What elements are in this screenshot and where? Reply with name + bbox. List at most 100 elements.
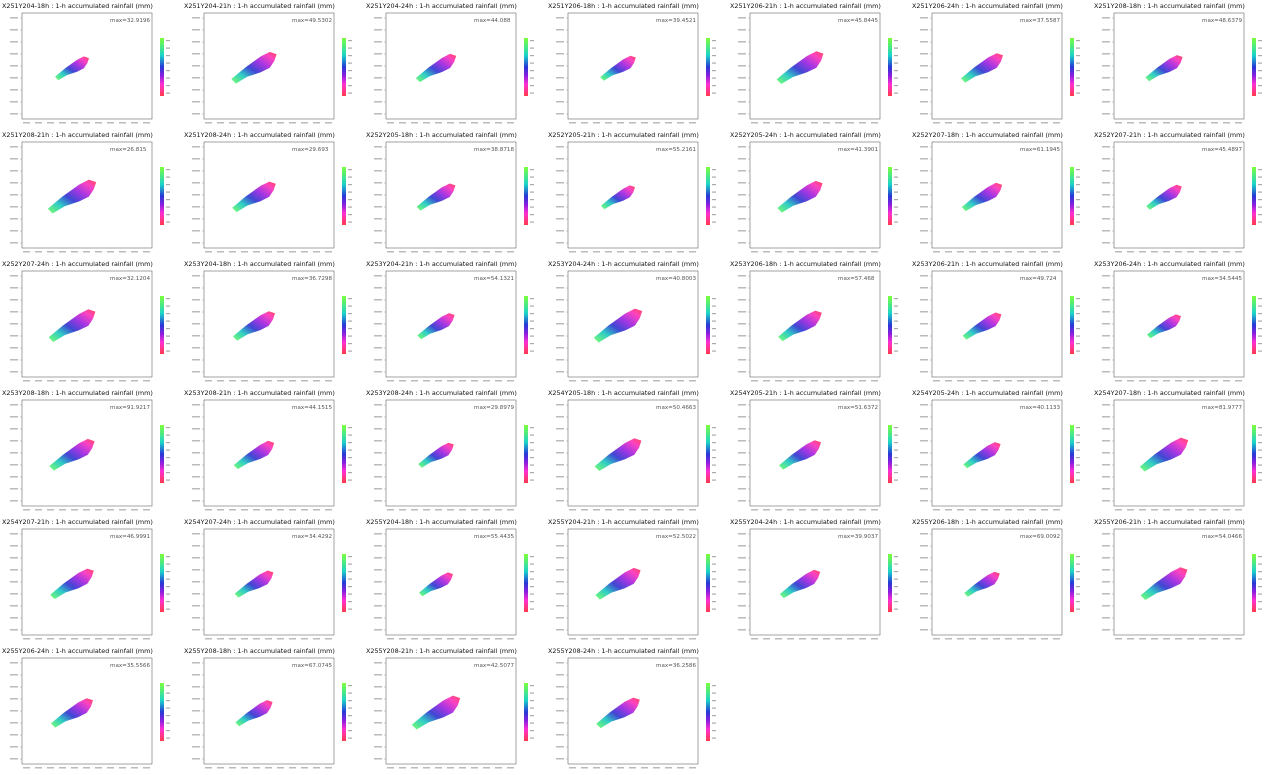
colorbar-label [166,571,170,573]
axis-tick-text [423,509,430,511]
colorbar-label [348,320,352,322]
axis-tick-text [556,65,564,67]
axis-tick-text [556,428,564,430]
colorbar-label [1258,350,1262,352]
axis-tick-text [301,509,308,511]
colorbar-label [166,214,170,216]
colorbar-label [530,593,534,595]
axis-tick-text [920,218,928,220]
colorbar-label [712,563,716,565]
map-panel: X251Y206-24h : 1-h accumulated rainfall … [910,0,1092,129]
axis-tick-text [374,629,382,631]
axis-tick-text [957,251,964,253]
map-panel: X252Y207-21h : 1-h accumulated rainfall … [1092,129,1274,258]
axis-tick-text [1017,380,1024,382]
axis-tick-text [1115,638,1122,640]
axis-tick-text [738,206,746,208]
axis-tick-text [192,323,200,325]
map-frame [1113,141,1245,249]
axis-tick-text [374,440,382,442]
colorbar-label [530,571,534,573]
colorbar-label [1076,427,1080,429]
axis-tick-text [192,533,200,535]
colorbar-label [1258,457,1262,459]
axis-tick-text [1223,251,1230,253]
axis-tick-text [1175,251,1182,253]
axis-tick-text [253,380,260,382]
axis-tick-text [629,380,636,382]
axis-tick-text [556,311,564,313]
axis-tick-text [1115,380,1122,382]
map-frame [567,12,699,120]
colorbar-label [348,427,352,429]
axis-tick-text [556,629,564,631]
colorbar-label [712,457,716,459]
axis-tick-text [556,371,564,373]
colorbar-label [1076,556,1080,558]
rainfall-area [778,310,822,342]
max-label: max=46.9991 [110,534,150,540]
colorbar-label [166,556,170,558]
panel-figure: X252Y205-24h : 1-h accumulated rainfall … [730,131,898,253]
axis-tick-text [35,251,42,253]
axis-tick-text [192,557,200,559]
map-panel: X252Y205-18h : 1-h accumulated rainfall … [364,129,546,258]
axis-tick-text [665,251,672,253]
max-label: max=32.9196 [110,18,150,24]
axis-tick-text [920,557,928,559]
colorbar-label [1076,85,1080,87]
colorbar [1252,554,1256,612]
axis-tick-text [556,662,564,664]
axis-tick-text [192,89,200,91]
axis-tick-text [435,380,442,382]
colorbar [1252,38,1256,96]
axis-tick-text [945,122,952,124]
map-panel: X254Y205-21h : 1-h accumulated rainfall … [728,387,910,516]
axis-tick-text [556,416,564,418]
colorbar-label [894,442,898,444]
axis-tick-text [10,335,18,337]
axis-tick-text [229,122,236,124]
axis-tick-text [920,230,928,232]
axis-tick-text [374,101,382,103]
axis-tick-text [374,605,382,607]
axis-tick-text [447,638,454,640]
rainfall-area [55,56,89,81]
axis-tick-text [83,509,90,511]
axis-tick-text [10,182,18,184]
axis-tick-text [556,617,564,619]
axis-tick-text [374,545,382,547]
axis-tick-text [192,440,200,442]
axis-tick-text [192,686,200,688]
panel-figure: X255Y208-18h : 1-h accumulated rainfall … [184,647,352,769]
axis-tick-text [374,569,382,571]
colorbar-label [530,464,534,466]
axis-tick-text [738,275,746,277]
colorbar-label [1258,449,1262,451]
map-frame [931,528,1063,636]
colorbar-label [530,191,534,193]
axis-tick-text [374,758,382,760]
colorbar-label [894,571,898,573]
colorbar-label [712,608,716,610]
map-panel: X254Y207-18h : 1-h accumulated rainfall … [1092,387,1274,516]
colorbar-label [894,601,898,603]
colorbar-label [348,722,352,724]
axis-tick-text [556,710,564,712]
axis-tick-text [47,380,54,382]
axis-tick-text [10,758,18,760]
axis-tick-text [823,638,830,640]
axis-tick-text [411,638,418,640]
axis-tick-text [143,638,150,640]
axis-tick-text [119,122,126,124]
map-panel: X255Y206-24h : 1-h accumulated rainfall … [0,645,182,774]
axis-tick-text [847,251,854,253]
axis-tick-text [751,638,758,640]
axis-tick-text [265,380,272,382]
colorbar-label [712,328,716,330]
panel-title: X252Y207-18h : 1-h accumulated rainfall … [912,131,1063,139]
axis-tick-text [10,65,18,67]
panel-title: X254Y207-18h : 1-h accumulated rainfall … [1094,389,1245,397]
axis-tick-text [10,617,18,619]
axis-tick-text [556,746,564,748]
